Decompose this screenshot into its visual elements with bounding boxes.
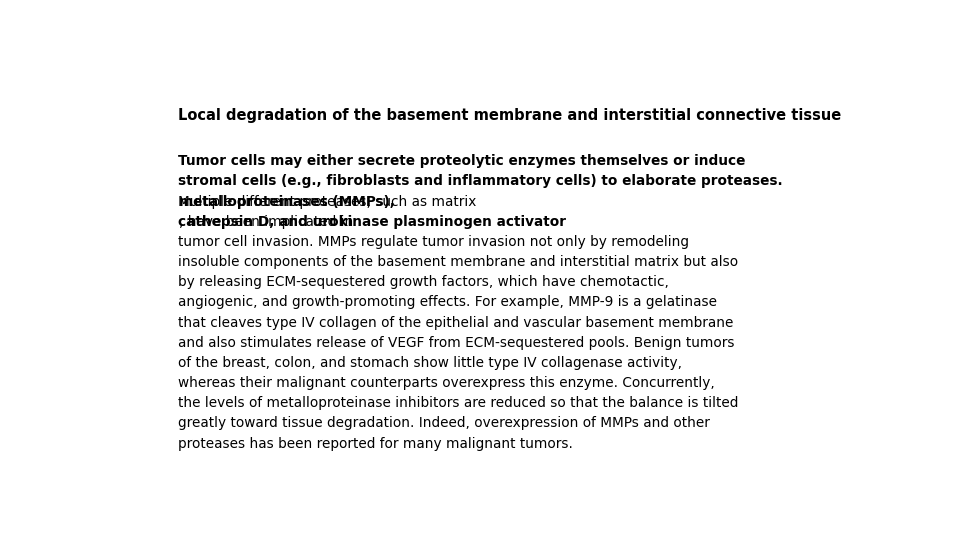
Text: metalloproteinases (MMPs),: metalloproteinases (MMPs), (179, 194, 395, 208)
Text: insoluble components of the basement membrane and interstitial matrix but also: insoluble components of the basement mem… (178, 255, 738, 269)
Text: Local degradation of the basement membrane and interstitial connective tissue: Local degradation of the basement membra… (178, 109, 841, 124)
Text: , have been implicated in: , have been implicated in (179, 215, 353, 229)
Text: cathepsin D, and urokinase plasminogen activator: cathepsin D, and urokinase plasminogen a… (178, 215, 566, 229)
Text: Multiple different proteases, such as matrix: Multiple different proteases, such as ma… (178, 194, 481, 208)
Text: and also stimulates release of VEGF from ECM-sequestered pools. Benign tumors: and also stimulates release of VEGF from… (178, 336, 734, 350)
Text: by releasing ECM-sequestered growth factors, which have chemotactic,: by releasing ECM-sequestered growth fact… (178, 275, 669, 289)
Text: stromal cells (e.g., fibroblasts and inflammatory cells) to elaborate proteases.: stromal cells (e.g., fibroblasts and inf… (178, 174, 782, 188)
Text: greatly toward tissue degradation. Indeed, overexpression of MMPs and other: greatly toward tissue degradation. Indee… (178, 416, 709, 430)
Text: the levels of metalloproteinase inhibitors are reduced so that the balance is ti: the levels of metalloproteinase inhibito… (178, 396, 738, 410)
Text: Tumor cells may either secrete proteolytic enzymes themselves or induce: Tumor cells may either secrete proteolyt… (178, 154, 745, 168)
Text: proteases has been reported for many malignant tumors.: proteases has been reported for many mal… (178, 436, 573, 450)
Text: whereas their malignant counterparts overexpress this enzyme. Concurrently,: whereas their malignant counterparts ove… (178, 376, 715, 390)
Text: angiogenic, and growth-promoting effects. For example, MMP-9 is a gelatinase: angiogenic, and growth-promoting effects… (178, 295, 717, 309)
Text: that cleaves type IV collagen of the epithelial and vascular basement membrane: that cleaves type IV collagen of the epi… (178, 315, 733, 329)
Text: tumor cell invasion. MMPs regulate tumor invasion not only by remodeling: tumor cell invasion. MMPs regulate tumor… (178, 235, 689, 249)
Text: of the breast, colon, and stomach show little type IV collagenase activity,: of the breast, colon, and stomach show l… (178, 356, 682, 370)
